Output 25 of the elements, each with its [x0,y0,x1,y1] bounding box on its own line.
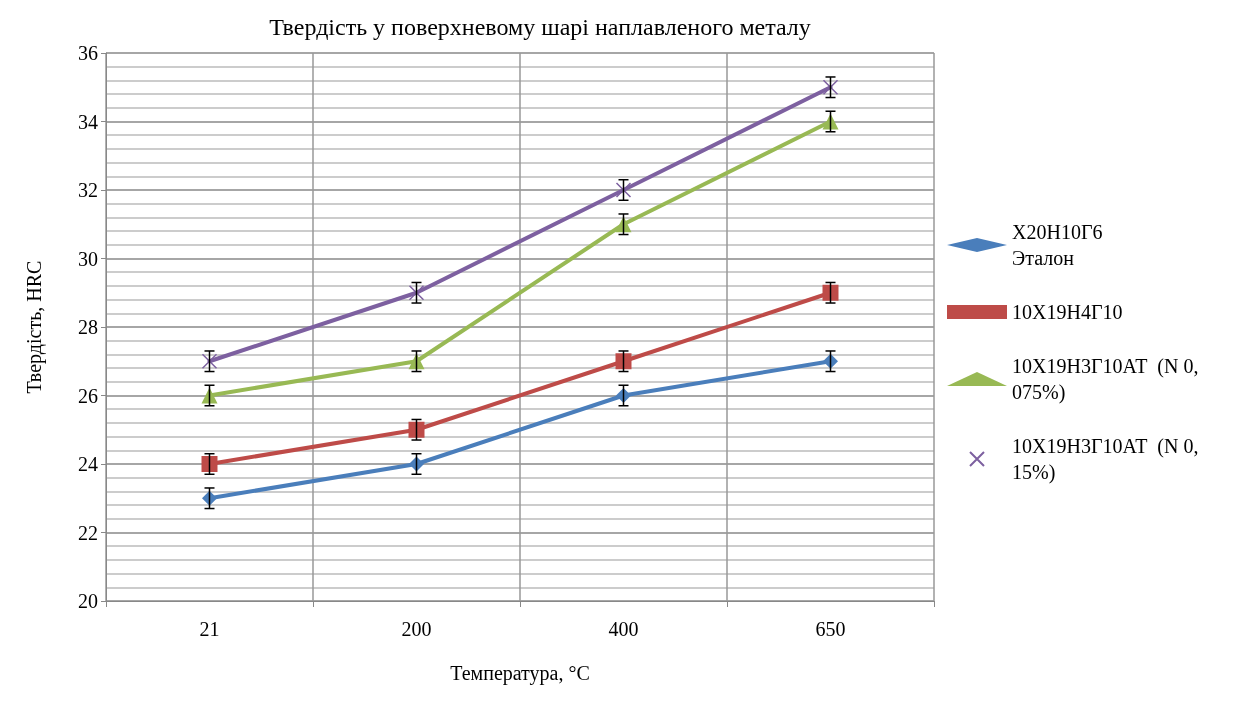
y-tick-label: 22 [78,521,98,544]
x-tick-label: 21 [199,618,220,640]
y-tick-label: 24 [78,453,98,475]
x-tick-label: 400 [608,618,639,640]
point [201,456,218,472]
legend-label: 10Х19Н3Г10АТ (N 0,15%) [1012,435,1199,484]
point [408,285,425,301]
legend-label: 10Х19Н4Г10 [1012,301,1123,323]
y-tick-label: 26 [78,384,98,407]
legend-label: Х20Н10Г6 Эталон [1012,221,1108,269]
point [201,353,218,369]
legend-label: 10Х19Н3Г10АТ (N 0,075%) [1012,355,1199,404]
x-axis-title: Температура, °С [450,662,590,685]
x-tick-label: 650 [815,618,846,640]
point [822,79,839,95]
y-axis-title: Твердість, HRC [23,260,46,394]
y-tick-label: 32 [78,179,98,201]
x-tick-label: 200 [401,618,432,640]
chart-title: Твердість у поверхневому шарі наплавленого металу [269,14,811,40]
point [615,182,632,198]
y-tick-label: 36 [78,42,98,64]
y-tick-label: 30 [78,247,98,270]
y-tick-label: 28 [78,316,98,338]
y-tick-label: 34 [78,110,98,133]
y-tick-label: 20 [78,590,98,612]
